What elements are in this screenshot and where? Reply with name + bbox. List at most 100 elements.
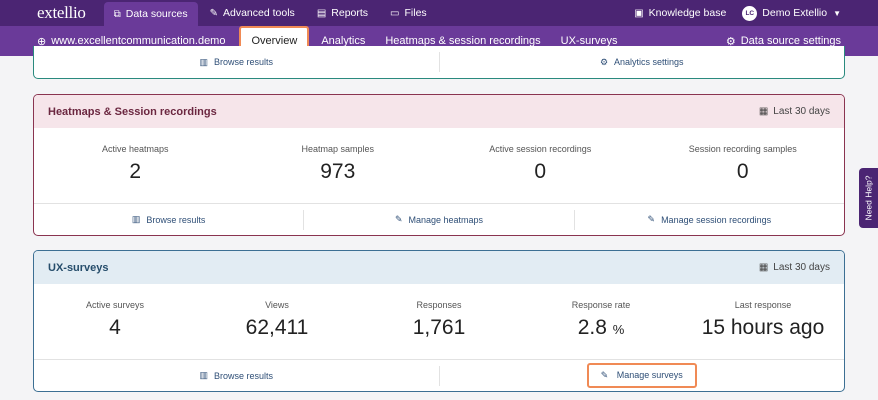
calendar-icon: ▦ [758, 262, 769, 273]
monitor-icon: ▣ [634, 7, 644, 19]
tab-data-sources-label: Data sources [125, 8, 188, 20]
tab-data-sources[interactable]: ⧉ Data sources [103, 2, 198, 26]
stat-value: 4 [109, 316, 121, 339]
stat-value-wrap: 2.8 % [578, 316, 625, 340]
stat-value: 0 [534, 160, 547, 183]
pencil-icon: ✎ [600, 370, 609, 380]
tab-files-label: Files [404, 7, 427, 19]
ux-surveys-card: UX-surveys ▦ Last 30 days Active surveys… [33, 250, 845, 392]
gear-icon: ⚙ [725, 35, 736, 48]
stat-value: 62,411 [245, 316, 309, 339]
pencil-icon: ✎ [647, 214, 656, 224]
knowledge-base-link[interactable]: ▣ Knowledge base [634, 7, 726, 19]
tab-advanced-tools-label: Advanced tools [223, 7, 295, 19]
stat-response-rate: Response rate 2.8 % [520, 284, 682, 359]
stat-label: Active surveys [85, 300, 145, 310]
stat-heatmap-samples: Heatmap samples 973 [237, 128, 440, 203]
manage-surveys-label: Manage surveys [616, 370, 683, 380]
need-help-label: Need Help? [863, 175, 874, 221]
gear-icon: ⚙ [599, 56, 609, 67]
ux-surveys-card-header: UX-surveys ▦ Last 30 days [34, 251, 844, 284]
tab-files[interactable]: ▭ Files [380, 2, 437, 24]
manage-heatmaps-label: Manage heatmaps [408, 214, 484, 225]
bar-chart-icon: ▥ [199, 370, 208, 380]
ux-surveys-card-title: UX-surveys [48, 261, 109, 274]
analytics-settings-link[interactable]: ⚙ Analytics settings [438, 52, 845, 72]
stat-label: Heatmap samples [301, 144, 375, 154]
stat-responses: Responses 1,761 [358, 284, 520, 359]
stat-label: Active heatmaps [101, 144, 169, 154]
knowledge-base-label: Knowledge base [648, 7, 727, 19]
stat-label: Last response [734, 300, 792, 310]
stat-active-heatmaps: Active heatmaps 2 [34, 128, 237, 203]
manage-session-recordings-link[interactable]: ✎ Manage session recordings [573, 209, 844, 230]
ux-browse-results-link[interactable]: ▥ Browse results [34, 360, 439, 392]
stat-value: 0 [736, 160, 749, 183]
caret-down-icon: ▼ [833, 8, 841, 18]
need-help-button[interactable]: Need Help? [859, 168, 878, 228]
tab-heatmaps-session-recordings[interactable]: Heatmaps & session recordings [385, 35, 541, 47]
analytics-settings-label: Analytics settings [614, 57, 684, 67]
stat-value: 2 [129, 160, 142, 183]
ux-period-label: Last 30 days [773, 262, 830, 273]
manage-surveys-link[interactable]: ✎ Manage surveys [586, 363, 697, 388]
analytics-card-footer: ▥ Browse results ⚙ Analytics settings [34, 46, 844, 78]
heatmaps-browse-results-link[interactable]: ▥ Browse results [34, 204, 303, 236]
ux-period: ▦ Last 30 days [759, 262, 830, 273]
pencil-icon: ✎ [394, 214, 403, 224]
sub-navbar: ⊕ www.excellentcommunication.demo Overvi… [0, 26, 878, 56]
stat-last-response: Last response 15 hours ago [682, 284, 844, 359]
manage-surveys-cell: ✎ Manage surveys [438, 363, 845, 388]
folder-icon: ▭ [390, 7, 400, 19]
tab-advanced-tools[interactable]: ✎ Advanced tools [200, 2, 305, 24]
top-navbar: extellio ⧉ Data sources ✎ Advanced tools… [0, 0, 878, 26]
report-icon: ▤ [316, 7, 327, 19]
heatmaps-browse-results-label: Browse results [146, 214, 206, 225]
user-menu[interactable]: LC Demo Extellio ▼ [742, 5, 841, 21]
site-selector[interactable]: ⊕ www.excellentcommunication.demo [37, 35, 225, 48]
stat-active-session-recordings: Active session recordings 0 [439, 128, 642, 203]
ux-card-footer: ▥ Browse results ✎ Manage surveys [34, 359, 844, 391]
wrench-icon: ✎ [209, 7, 218, 19]
bar-chart-icon: ▥ [131, 214, 141, 224]
stat-session-recording-samples: Session recording samples 0 [642, 128, 845, 203]
analytics-browse-results-link[interactable]: ▥ Browse results [34, 46, 439, 78]
data-source-settings-label: Data source settings [740, 35, 841, 47]
stat-label: Active session recordings [489, 144, 592, 154]
stat-label: Session recording samples [688, 144, 797, 154]
avatar: LC [742, 5, 758, 21]
ux-stats: Active surveys 4 Views 62,411 Responses … [34, 284, 844, 359]
heatmaps-stats: Active heatmaps 2 Heatmap samples 973 Ac… [34, 128, 844, 203]
stat-value: 973 [320, 160, 356, 183]
analytics-browse-results-label: Browse results [213, 57, 274, 67]
stat-label: Responses [416, 300, 462, 310]
manage-session-recordings-label: Manage session recordings [661, 214, 772, 225]
stat-unit: % [612, 322, 625, 337]
manage-heatmaps-link[interactable]: ✎ Manage heatmaps [303, 209, 573, 230]
stat-label: Response rate [571, 300, 631, 310]
extellio-logo[interactable]: extellio [37, 3, 86, 22]
site-name: www.excellentcommunication.demo [51, 35, 226, 47]
stat-label: Views [265, 300, 289, 310]
tab-analytics[interactable]: Analytics [321, 35, 366, 47]
stat-value: 1,761 [412, 316, 466, 339]
analytics-card: ▥ Browse results ⚙ Analytics settings [33, 46, 845, 79]
heatmaps-card-title: Heatmaps & Session recordings [48, 105, 217, 118]
globe-icon: ⊕ [37, 35, 47, 48]
tab-reports-label: Reports [331, 7, 369, 19]
heatmaps-period-label: Last 30 days [773, 106, 830, 117]
stat-active-surveys: Active surveys 4 [34, 284, 196, 359]
data-source-settings-link[interactable]: ⚙ Data source settings [726, 35, 841, 48]
tab-reports[interactable]: ▤ Reports [307, 2, 378, 24]
heatmaps-period: ▦ Last 30 days [759, 106, 830, 117]
bar-chart-icon: ▥ [199, 56, 208, 67]
stat-value: 2.8 [577, 316, 607, 339]
stat-views: Views 62,411 [196, 284, 358, 359]
heatmaps-card-header: Heatmaps & Session recordings ▦ Last 30 … [34, 95, 844, 128]
stat-value: 15 hours ago [701, 316, 825, 339]
tab-ux-surveys[interactable]: UX-surveys [560, 35, 618, 47]
sitemap-icon: ⧉ [113, 8, 121, 20]
calendar-icon: ▦ [758, 106, 769, 117]
heatmaps-card: Heatmaps & Session recordings ▦ Last 30 … [33, 94, 845, 236]
user-name: Demo Extellio [762, 7, 828, 19]
